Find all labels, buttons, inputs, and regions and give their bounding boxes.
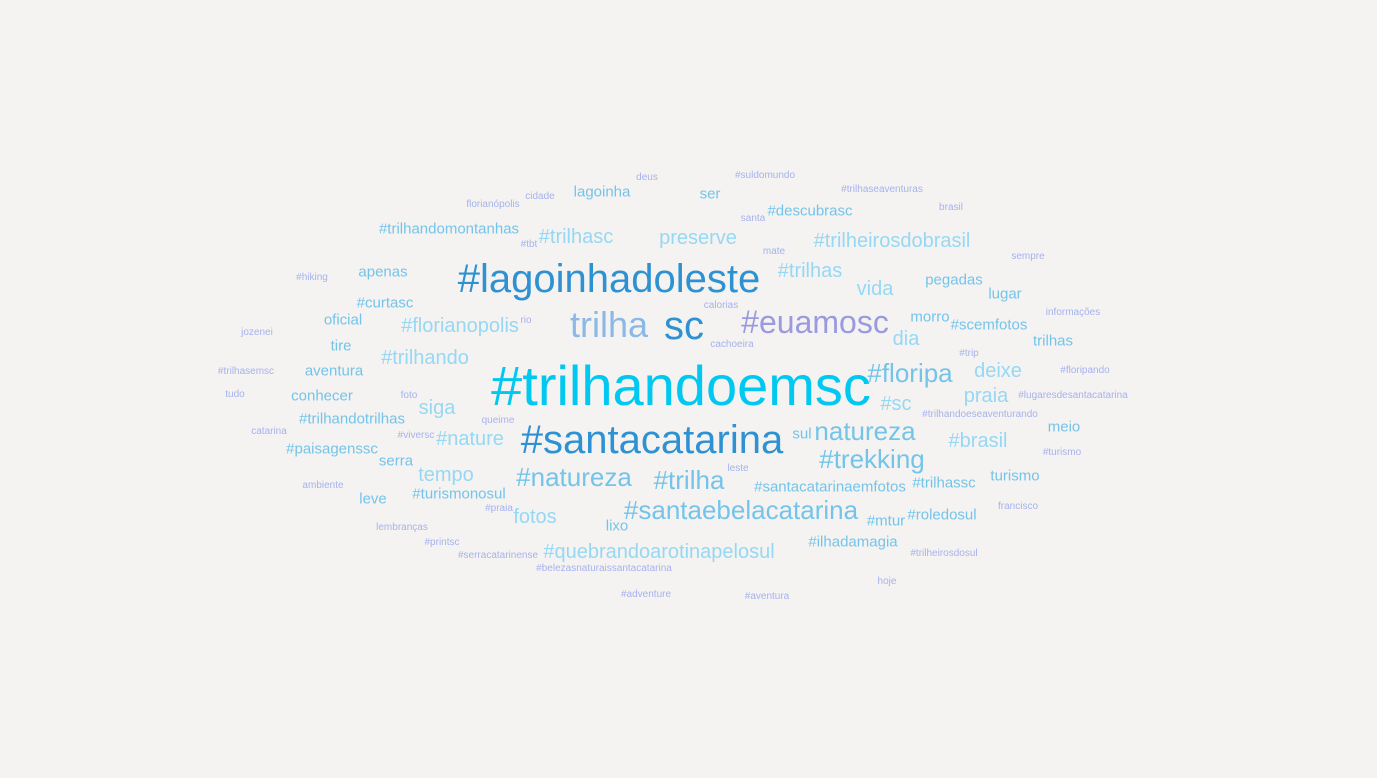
cloud-word: conhecer bbox=[291, 387, 353, 405]
cloud-word: deixe bbox=[974, 360, 1022, 382]
cloud-word: sempre bbox=[1011, 251, 1045, 262]
cloud-word: #trilhandotrilhas bbox=[299, 410, 405, 428]
cloud-word: catarina bbox=[251, 426, 287, 437]
cloud-word: #floripa bbox=[867, 358, 953, 388]
cloud-word: #ilhadamagia bbox=[808, 533, 898, 551]
cloud-word: #santaebelacatarina bbox=[623, 495, 859, 525]
cloud-word: #curtasc bbox=[356, 294, 414, 312]
cloud-word: hoje bbox=[877, 576, 897, 587]
cloud-word: #trilhandomontanhas bbox=[378, 220, 520, 238]
cloud-word: #trilheirosdosul bbox=[910, 548, 978, 559]
cloud-word: jozenei bbox=[241, 327, 273, 338]
cloud-word: #trilhaseaventuras bbox=[841, 184, 923, 195]
cloud-word: apenas bbox=[358, 263, 408, 281]
cloud-word: rio bbox=[520, 315, 532, 326]
cloud-word: #printsc bbox=[424, 537, 460, 548]
cloud-word: #quebrandoarotinapelosul bbox=[543, 541, 775, 563]
cloud-word: #trilheirosdobrasil bbox=[813, 230, 971, 252]
cloud-word: #brasil bbox=[948, 430, 1008, 452]
cloud-word: leste bbox=[727, 463, 749, 474]
cloud-word: #praia bbox=[485, 503, 513, 514]
cloud-word: sul bbox=[792, 425, 812, 443]
cloud-word: #lugaresdesantacatarina bbox=[1018, 390, 1128, 401]
cloud-word: #trekking bbox=[819, 444, 925, 474]
cloud-word: lembranças bbox=[376, 522, 428, 533]
cloud-word: #trilhassc bbox=[912, 474, 976, 492]
cloud-word: ser bbox=[699, 185, 721, 203]
cloud-word: leve bbox=[359, 490, 387, 508]
cloud-word: #paisagenssc bbox=[286, 440, 378, 458]
cloud-word: turismo bbox=[990, 467, 1040, 485]
cloud-word: lugar bbox=[988, 285, 1022, 303]
cloud-word: cachoeira bbox=[710, 339, 754, 350]
cloud-word: #belezasnaturaissantacatarina bbox=[536, 563, 672, 574]
cloud-word: #santacatarinaemfotos bbox=[754, 478, 906, 496]
cloud-word: #trilhasemsc bbox=[217, 366, 275, 377]
cloud-word: #descubrasc bbox=[767, 202, 853, 220]
cloud-word: pegadas bbox=[925, 271, 983, 289]
cloud-word: cidade bbox=[525, 191, 555, 202]
cloud-word: #viversc bbox=[397, 430, 435, 441]
cloud-word: meio bbox=[1047, 418, 1081, 436]
cloud-word: sc bbox=[664, 304, 704, 348]
cloud-word: tudo bbox=[225, 389, 245, 400]
cloud-word: lagoinha bbox=[573, 183, 631, 201]
cloud-word: #suldomundo bbox=[734, 170, 796, 181]
cloud-word: #turismonosul bbox=[412, 485, 506, 503]
cloud-word: morro bbox=[910, 308, 950, 326]
cloud-word: #nature bbox=[436, 428, 504, 450]
cloud-word: #adventure bbox=[620, 589, 672, 600]
cloud-word: #roledosul bbox=[907, 506, 977, 524]
cloud-word: #natureza bbox=[516, 462, 632, 492]
cloud-word: brasil bbox=[939, 202, 963, 213]
cloud-word: #floripando bbox=[1060, 365, 1110, 376]
cloud-word: tire bbox=[330, 337, 352, 355]
cloud-word: francisco bbox=[997, 501, 1039, 512]
cloud-word: #trilhando bbox=[381, 347, 469, 369]
cloud-word: queime bbox=[481, 415, 515, 426]
cloud-word: fotos bbox=[513, 506, 557, 528]
cloud-word: natureza bbox=[814, 416, 916, 446]
cloud-word: #scemfotos bbox=[950, 316, 1028, 334]
cloud-word: informações bbox=[1045, 307, 1101, 318]
cloud-word: #trilha bbox=[653, 465, 725, 495]
cloud-word: #lagoinhadoleste bbox=[457, 257, 761, 301]
cloud-word: #trilhas bbox=[777, 260, 843, 282]
cloud-word: #trilhandoemsc bbox=[491, 354, 871, 417]
cloud-word: #serracatarinense bbox=[457, 550, 539, 561]
cloud-word: #euamosc bbox=[741, 304, 889, 340]
cloud-word: #trilhandoeseaventurando bbox=[922, 409, 1038, 420]
cloud-word: #turismo bbox=[1042, 447, 1082, 458]
cloud-word: #hiking bbox=[296, 272, 328, 283]
cloud-word: #trip bbox=[959, 348, 979, 359]
cloud-word: #santacatarina bbox=[520, 418, 784, 462]
cloud-word: trilhas bbox=[1032, 332, 1074, 350]
cloud-word: #mtur bbox=[866, 512, 906, 530]
cloud-word: #aventura bbox=[744, 591, 790, 602]
cloud-word: #trilhasc bbox=[538, 226, 614, 248]
cloud-word: #florianopolis bbox=[401, 315, 519, 337]
cloud-word: deus bbox=[636, 172, 658, 183]
cloud-word: tempo bbox=[418, 464, 474, 486]
cloud-word: mate bbox=[762, 246, 786, 257]
cloud-word: dia bbox=[892, 328, 920, 350]
cloud-word: #tbt bbox=[520, 239, 538, 250]
cloud-word: preserve bbox=[659, 227, 737, 249]
cloud-word: siga bbox=[418, 397, 456, 419]
cloud-word: santa bbox=[740, 213, 766, 224]
cloud-word: praia bbox=[963, 385, 1009, 407]
cloud-word: aventura bbox=[304, 362, 364, 380]
cloud-word: florianópolis bbox=[466, 199, 520, 210]
cloud-word: vida bbox=[856, 278, 894, 300]
cloud-word: serra bbox=[378, 452, 414, 470]
cloud-word: ambiente bbox=[302, 480, 344, 491]
cloud-word: calorias bbox=[703, 300, 739, 311]
cloud-word: trilha bbox=[569, 304, 649, 345]
cloud-word: #sc bbox=[880, 393, 912, 415]
cloud-word: lixo bbox=[605, 517, 629, 535]
cloud-word: foto bbox=[400, 390, 418, 401]
cloud-word: oficial bbox=[323, 311, 363, 329]
